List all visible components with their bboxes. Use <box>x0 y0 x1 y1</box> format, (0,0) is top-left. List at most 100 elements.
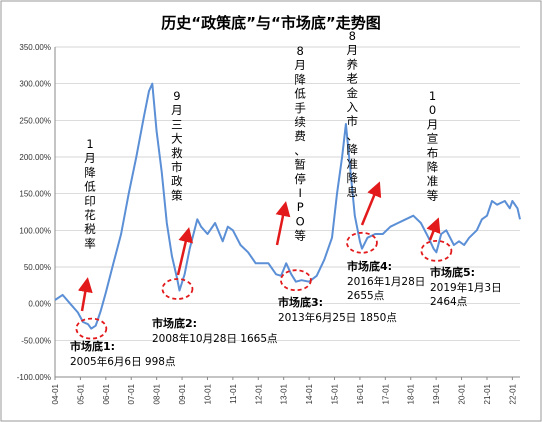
policy-annotation-char: 救 <box>171 146 183 160</box>
policy-annotation-char: 月 <box>347 43 359 57</box>
policy-annotation-char: 月 <box>171 103 183 117</box>
policy-annotation-char: 降 <box>294 72 306 86</box>
market-bottom-detail: 2005年6月6日 998点 <box>70 355 175 368</box>
policy-annotation-char: 8 <box>349 29 356 43</box>
market-bottom-points: 2655点 <box>347 290 384 302</box>
market-bottom-marker <box>279 269 312 292</box>
x-tick-label: 15-01 <box>331 383 340 404</box>
policy-annotation-char: 入 <box>347 100 359 114</box>
x-tick-label: 07-01 <box>127 383 136 404</box>
market-bottom-marker <box>161 278 194 300</box>
policy-annotation-char: 息 <box>347 185 359 199</box>
y-tick-label: 250.00% <box>19 116 51 125</box>
axis-layer: -100.00% -50.00% 0.00% 50.00% 100.00% 150.00%… <box>17 43 520 404</box>
y-tick-label: 100.00% <box>19 226 51 235</box>
policy-annotation-char: 低 <box>84 180 96 194</box>
y-tick-label: 50.00% <box>24 263 51 272</box>
policy-annotation-char: 准 <box>427 174 439 188</box>
policy-arrow <box>360 181 382 226</box>
market-bottom-detail: 2013年6月25日 1850点 <box>278 311 397 324</box>
policy-annotation-char: I <box>298 186 301 200</box>
x-tick-label: 18-01 <box>407 383 416 404</box>
market-bottom-marker <box>420 239 453 262</box>
market-bottom-points: 2464点 <box>430 296 467 308</box>
x-tick-label: 05-01 <box>76 383 85 404</box>
x-tick-label: 06-01 <box>102 383 111 404</box>
market-bottom-name: 市场底1: <box>70 339 115 353</box>
market-bottom-name: 市场底4: <box>347 259 392 273</box>
y-tick-label: 150.00% <box>19 190 51 199</box>
policy-annotation-char: 1 <box>86 137 93 151</box>
policy-annotation-char: 政 <box>171 174 183 188</box>
policy-arrow <box>77 277 93 312</box>
policy-annotation-char: P <box>297 200 304 214</box>
policy-annotation-char: 降 <box>347 143 359 157</box>
y-tick-label: -100.00% <box>17 373 51 382</box>
x-tick-label: 13-01 <box>280 383 289 404</box>
x-tick-label: 22-01 <box>508 383 517 404</box>
policy-annotation-char: 降 <box>347 171 359 185</box>
market-bottom-name: 市场底2: <box>152 316 197 330</box>
y-tick-label: 0.00% <box>28 300 51 309</box>
policy-annotation-char: 市 <box>171 160 183 174</box>
policy-annotation-char: 低 <box>294 87 306 101</box>
policy-annotation-char: 0 <box>429 103 436 117</box>
policy-annotation-char: 9 <box>173 89 180 103</box>
chart-title: 历史“政策底”与“市场底”走势图 <box>161 14 380 32</box>
x-tick-label: 17-01 <box>381 383 390 404</box>
policy-annotation-char: 花 <box>84 208 96 222</box>
policy-arrow <box>426 217 441 241</box>
policy-annotation-char: 停 <box>294 172 306 186</box>
policy-annotation-char: 、 <box>347 128 359 142</box>
y-tick-label: 350.00% <box>19 43 51 52</box>
policy-annotation-char: 金 <box>347 86 359 100</box>
grid-layer <box>55 46 520 378</box>
market-bottom-detail: 2016年1月28日 <box>347 275 425 288</box>
y-tick-label: -50.00% <box>21 336 51 345</box>
policy-arrow <box>176 227 194 276</box>
policy-annotation-char: 市 <box>347 114 359 128</box>
index-return-line <box>54 82 521 330</box>
annotation-layer: 1月降低印花税率9月三大救市政策8月降低手续费、暂停IPO等8月养老金入市、降准… <box>70 29 502 368</box>
policy-annotation-char: 税 <box>84 222 96 236</box>
policy-annotation-char: 等 <box>427 188 439 202</box>
market-bottom-marker <box>346 231 378 254</box>
policy-annotation-char: 、 <box>294 143 306 157</box>
market-bottom-detail: 2008年10月28日 1665点 <box>152 332 278 345</box>
policy-annotation-char: 宣 <box>427 132 439 146</box>
policy-annotation-char: 准 <box>347 157 359 171</box>
policy-arrow <box>275 201 291 246</box>
policy-annotation-char: 手 <box>294 101 306 115</box>
x-tick-label: 08-01 <box>153 383 162 404</box>
policy-annotation-char: 月 <box>294 58 306 72</box>
policy-annotation-char: 月 <box>84 151 96 165</box>
policy-annotation-char: 大 <box>171 132 183 146</box>
policy-annotation-char: 老 <box>347 72 359 86</box>
policy-annotation-char: 养 <box>347 57 359 71</box>
x-tick-label: 09-01 <box>178 383 187 404</box>
policy-annotation-char: 降 <box>84 165 96 179</box>
policy-annotation-char: 等 <box>294 229 306 243</box>
x-tick-label: 16-01 <box>356 383 365 404</box>
x-tick-label: 04-01 <box>51 383 60 404</box>
policy-annotation-char: 续 <box>294 115 306 129</box>
policy-annotation-char: 1 <box>429 89 436 103</box>
policy-annotation-char: 月 <box>427 117 439 131</box>
y-tick-label: 300.00% <box>19 80 51 89</box>
market-bottom-name: 市场底5: <box>430 265 475 279</box>
x-tick-label: 20-01 <box>458 383 467 404</box>
x-tick-label: 19-01 <box>432 383 441 404</box>
policy-annotation-char: 三 <box>171 117 183 131</box>
policy-annotation-char: 降 <box>427 160 439 174</box>
policy-annotation-char: 印 <box>84 194 96 208</box>
x-tick-label: 11-01 <box>229 383 238 403</box>
policy-annotation-char: 策 <box>171 188 183 202</box>
market-bottom-name: 市场底3: <box>278 295 323 309</box>
policy-annotation-char: O <box>296 214 305 228</box>
x-tick-label: 10-01 <box>203 383 212 404</box>
x-tick-label: 12-01 <box>254 383 263 404</box>
policy-annotation-char: 率 <box>84 236 96 250</box>
